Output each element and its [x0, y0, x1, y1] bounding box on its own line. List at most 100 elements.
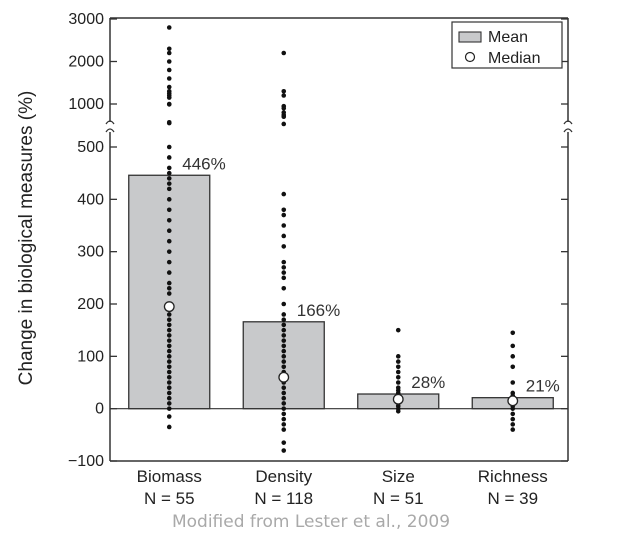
- data-point: [166, 317, 172, 323]
- data-point: [395, 364, 401, 370]
- data-point: [281, 50, 287, 56]
- data-point: [166, 354, 172, 359]
- data-point: [510, 354, 516, 359]
- data-point: [166, 414, 172, 419]
- data-point: [281, 233, 287, 239]
- median-marker: [392, 393, 404, 405]
- data-point: [281, 114, 287, 120]
- bars: [128, 174, 554, 410]
- data-point: [281, 395, 287, 401]
- data-point: [166, 395, 172, 401]
- data-point: [281, 440, 287, 445]
- data-point: [281, 448, 287, 453]
- data-point: [166, 286, 172, 291]
- y-tick-label: 1000: [68, 96, 104, 113]
- y-tick-label: −100: [68, 453, 104, 470]
- data-point: [166, 333, 172, 338]
- category-n-label: N = 39: [487, 489, 538, 508]
- data-point: [510, 422, 516, 427]
- bar-value-label: 28%: [411, 373, 445, 392]
- legend: Mean Median: [451, 21, 563, 69]
- median-marker: [163, 301, 175, 313]
- y-tick-label: 300: [77, 244, 104, 261]
- data-point: [281, 212, 287, 218]
- data-point: [395, 374, 401, 380]
- data-point: [166, 228, 172, 234]
- y-tick-label: 3000: [68, 11, 104, 28]
- category-label: Density: [255, 467, 312, 486]
- data-point: [166, 401, 172, 406]
- legend-median-label: Median: [488, 50, 540, 67]
- data-point: [166, 170, 172, 176]
- bar-value-label: 446%: [182, 154, 225, 173]
- data-point: [281, 390, 287, 396]
- data-point: [281, 416, 287, 422]
- bar-value-label: 166%: [297, 301, 340, 320]
- axis-break-mark: [563, 120, 573, 125]
- y-axis-title: Change in biological measures (%): [16, 91, 37, 386]
- data-point: [166, 76, 172, 81]
- data-point: [510, 406, 516, 411]
- legend-mean-label: Mean: [488, 29, 528, 46]
- data-point: [510, 411, 516, 417]
- data-point: [166, 207, 172, 213]
- data-point: [281, 327, 287, 333]
- data-point: [281, 322, 287, 328]
- data-point: [166, 144, 172, 150]
- data-point: [166, 369, 172, 375]
- data-point: [166, 364, 172, 370]
- data-point: [281, 338, 287, 343]
- data-point: [510, 427, 516, 432]
- data-point: [166, 46, 172, 52]
- source-credit: Modified from Lester et al., 2009: [171, 512, 451, 532]
- data-point: [166, 50, 172, 56]
- data-point: [281, 88, 287, 94]
- data-point: [166, 120, 172, 126]
- legend-mean-swatch: [458, 31, 482, 43]
- data-point: [281, 265, 287, 270]
- data-point: [166, 390, 172, 396]
- data-point: [281, 364, 287, 370]
- data-point: [166, 291, 172, 296]
- data-point: [166, 259, 172, 265]
- data-point: [166, 59, 172, 64]
- axis-break-mark: [105, 128, 115, 133]
- data-point: [281, 105, 287, 111]
- data-point: [281, 301, 287, 307]
- data-point: [510, 380, 516, 385]
- data-point: [166, 385, 172, 391]
- median-marker: [278, 371, 290, 383]
- y-tick-label: 500: [77, 139, 104, 156]
- y-axis-title-group: Change in biological measures (%): [16, 91, 37, 386]
- category-n-label: N = 118: [254, 489, 313, 508]
- data-point: [166, 424, 172, 430]
- category-label: Richness: [478, 467, 548, 486]
- data-point: [166, 25, 172, 30]
- data-point: [166, 343, 172, 349]
- bar-value-label: 21%: [526, 377, 560, 396]
- data-point: [166, 84, 172, 90]
- data-point: [166, 406, 172, 411]
- data-point: [166, 380, 172, 385]
- data-point: [395, 408, 401, 414]
- data-point: [281, 312, 287, 317]
- data-point: [510, 330, 516, 336]
- data-point: [166, 322, 172, 328]
- bar-value-labels: 446% 166% 28% 21%: [182, 154, 560, 395]
- data-point: [166, 374, 172, 380]
- data-point: [510, 416, 516, 422]
- data-point: [395, 359, 401, 364]
- y-tick-label: 100: [77, 348, 104, 365]
- data-point: [395, 327, 401, 333]
- legend-box: [451, 21, 563, 69]
- data-point: [166, 102, 172, 107]
- axis-break-mark: [563, 128, 573, 133]
- data-point: [281, 359, 287, 364]
- data-point: [281, 270, 287, 275]
- data-point: [166, 338, 172, 343]
- data-point: [166, 359, 172, 364]
- data-point: [166, 181, 172, 186]
- data-point: [166, 176, 172, 181]
- data-point: [166, 327, 172, 333]
- data-point: [166, 348, 172, 354]
